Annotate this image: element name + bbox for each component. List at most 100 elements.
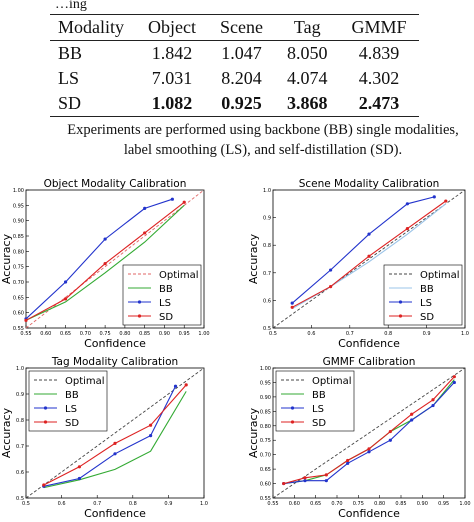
data-point-ls (170, 197, 174, 201)
chart-title: Tag Modality Calibration (51, 356, 178, 368)
y-tick-label: 0.55 (260, 496, 271, 502)
table-cell: 4.074 (286, 68, 328, 88)
y-tick-label: 0.75 (260, 438, 271, 444)
x-tick-label: 1.00 (198, 331, 209, 337)
series-line-optimal (25, 367, 205, 499)
x-tick-label: 0.75 (353, 501, 364, 507)
col-header: Object (136, 14, 208, 41)
x-tick-label: 0.95 (438, 501, 449, 507)
x-tick-label: 0.5 (22, 501, 30, 507)
x-tick-label: 0.7 (93, 501, 101, 507)
data-point-sd (42, 483, 46, 487)
y-tick-label: 0.95 (13, 203, 24, 209)
y-tick-label: 0.5 (16, 496, 24, 502)
data-point-sd (184, 383, 188, 387)
legend-label: LS (420, 298, 432, 309)
data-point-sd (444, 199, 448, 203)
legend-box (122, 264, 202, 326)
x-tick-label: 1.00 (459, 501, 470, 507)
legend-box (275, 370, 355, 432)
legend-label: LS (65, 404, 77, 415)
y-tick-label: 1.00 (13, 188, 24, 194)
data-point-sd (103, 262, 107, 266)
data-point-ls (173, 384, 178, 388)
table-cell: 1.047 (221, 43, 262, 63)
x-tick-label: 0.85 (139, 331, 150, 337)
data-point-ls (431, 403, 435, 408)
legend-label: LS (312, 404, 324, 415)
legend-marker (290, 406, 295, 410)
data-point-ls (324, 479, 328, 483)
data-point-sd (113, 441, 117, 445)
data-point-ls (303, 479, 307, 483)
y-tick-label: 0.90 (260, 395, 271, 401)
y-tick-label: 0.7 (263, 271, 271, 277)
y-tick-label: 0.9 (16, 392, 24, 398)
y-axis-label: Accuracy (0, 407, 13, 458)
data-point-ls (143, 206, 147, 210)
x-tick-label: 0.95 (179, 331, 190, 337)
y-tick-label: 0.6 (16, 470, 24, 476)
x-tick-label: 0.60 (40, 331, 51, 337)
col-header: GMMF (339, 14, 419, 41)
table-header-row: Modality Object Scene Tag GMMF (50, 14, 419, 41)
table-row: LS 7.031 8.204 4.074 4.302 (50, 66, 419, 91)
data-point-sd (143, 231, 147, 235)
legend-marker (398, 300, 403, 304)
legend-label: BB (420, 284, 434, 295)
legend-label: Optimal (159, 270, 199, 281)
x-tick-label: 0.65 (310, 501, 321, 507)
data-point-ls (290, 301, 294, 305)
x-axis-label: Confidence (338, 337, 400, 350)
data-point-ls (149, 434, 153, 438)
table-cell: 4.302 (358, 68, 400, 88)
legend-marker (137, 300, 142, 304)
data-point-ls (452, 380, 456, 385)
y-tick-label: 0.5 (263, 326, 271, 332)
legend-label: SD (159, 312, 173, 323)
legend-label: BB (65, 390, 79, 401)
data-point-ls (432, 195, 436, 199)
legend-label: LS (159, 298, 171, 309)
table-cell: LS (58, 68, 80, 88)
data-point-sd (405, 227, 409, 231)
data-point-sd (303, 476, 307, 480)
data-point-sd (182, 200, 186, 204)
data-point-ls (329, 268, 333, 272)
y-tick-label: 0.80 (13, 249, 24, 255)
results-table: Modality Object Scene Tag GMMF BB 1.842 … (50, 14, 419, 117)
y-tick-label: 0.6 (263, 298, 271, 304)
legend-marker (137, 314, 142, 318)
caption-top-fragment: …ing (55, 0, 87, 12)
data-point-ls (367, 232, 371, 236)
legend-box (28, 370, 108, 432)
data-point-ls (63, 280, 68, 284)
table-row: BB 1.842 1.047 8.050 4.839 (50, 41, 419, 67)
col-header: Modality (50, 14, 136, 41)
x-tick-label: 0.6 (58, 501, 66, 507)
legend-label: SD (312, 418, 326, 429)
legend-marker (398, 314, 403, 318)
table-cell-best: 0.925 (207, 91, 275, 117)
x-tick-label: 0.75 (100, 331, 111, 337)
gmmf-calibration-chart: GMMF Calibration 0.55 0.60 0.65 0.70 0.75 0.80… (247, 356, 471, 520)
data-point-sd (329, 285, 333, 289)
legend-label: Optimal (312, 376, 352, 387)
x-tick-label: 0.65 (60, 331, 71, 337)
data-point-sd (324, 473, 328, 477)
y-tick-label: 0.55 (13, 326, 24, 332)
y-axis-label: Accuracy (247, 407, 260, 458)
scene-calibration-chart: Scene Modality Calibration 0.5 0.6 0.7 0.8 0.… (247, 178, 469, 350)
table-cell: 4.839 (358, 43, 400, 63)
table-cell: 8.050 (286, 43, 328, 63)
legend-label: BB (159, 284, 173, 295)
data-point-sd (388, 429, 392, 434)
legend-label: BB (312, 390, 326, 401)
table-caption: Experiments are performed using backbone… (67, 122, 459, 158)
data-point-sd (367, 254, 371, 258)
y-tick-label: 0.85 (13, 234, 24, 240)
legend-marker (290, 420, 295, 424)
x-tick-label: 0.80 (374, 501, 385, 507)
table-cell: 8.204 (221, 68, 262, 88)
y-tick-label: 0.75 (13, 265, 24, 271)
